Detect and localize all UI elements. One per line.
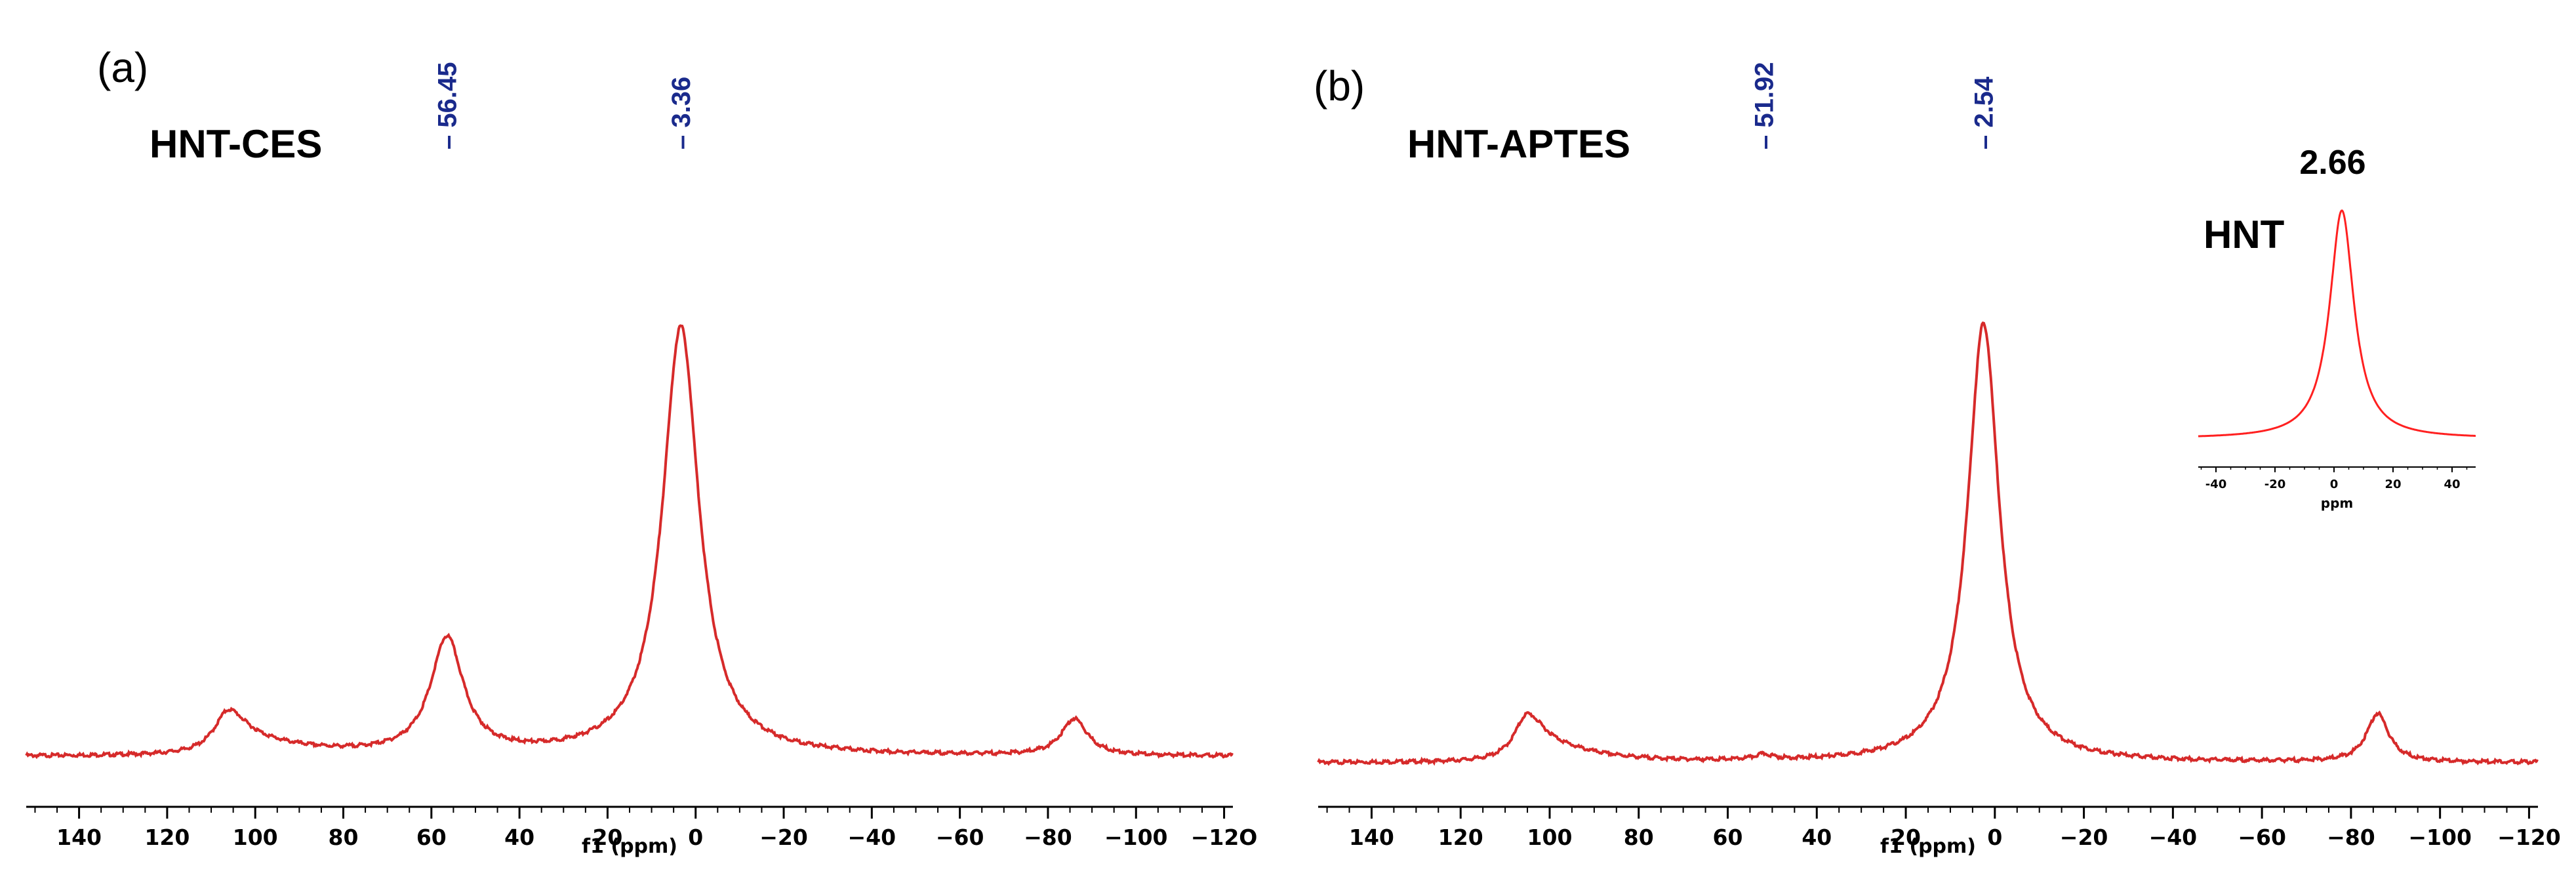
x-tick-label: −120 (2497, 825, 2561, 850)
x-tick-label: −40 (2149, 825, 2198, 850)
x-tick-label: 100 (233, 825, 278, 850)
x-tick-label: 40 (504, 825, 534, 850)
inset-spectrum-line (2198, 209, 2476, 438)
x-tick-label: −100 (2408, 825, 2472, 850)
panel-b-x-ticks: 140 120 100 80 60 40 20 0 −20 −40 −60 −80 −100 −120 (1326, 807, 2561, 850)
x-tick-label: 100 (1527, 825, 1573, 850)
panel-a-x-axis-title: f1 (ppm) (582, 835, 677, 858)
x-tick-label: −60 (2238, 825, 2286, 850)
panel-a-letter: (a) (97, 44, 148, 91)
inset-tick-label: -40 (2205, 478, 2227, 491)
x-tick-label: 60 (416, 825, 447, 850)
x-tick-label: 40 (1801, 825, 1832, 850)
peak-label: – 56.45 (433, 62, 462, 150)
panel-a-sample-name: HNT-CES (150, 122, 322, 166)
peak-label: – 51.92 (1750, 62, 1779, 150)
inset-tick-label: 40 (2444, 478, 2460, 491)
hnt-inset: 2.66 HNT -40 -20 0 20 40 ppm (2198, 144, 2476, 511)
x-tick-label: −80 (1024, 825, 1072, 850)
x-tick-label: 0 (688, 825, 703, 850)
panel-b-letter: (b) (1314, 62, 1365, 110)
peak-label-text: – 51.92 (1750, 62, 1779, 150)
x-tick-label: −12O (1191, 825, 1258, 850)
panel-a: (a) HNT-CES – 56.45 – 3.36 140 120 100 80 60 4… (25, 44, 1258, 858)
inset-tick-label: 0 (2330, 478, 2339, 491)
peak-label-text: – 56.45 (433, 62, 462, 150)
panel-b-peak-labels: – 51.92 – 2.54 (1750, 62, 1998, 150)
x-tick-label: 20 (592, 825, 622, 850)
inset-tick-label: -20 (2264, 478, 2286, 491)
inset-tick-label: 20 (2385, 478, 2401, 491)
panel-b-sample-name: HNT-APTES (1407, 122, 1630, 166)
x-tick-label: 140 (56, 825, 102, 850)
x-tick-label: −60 (936, 825, 984, 850)
panel-a-x-ticks: 140 120 100 80 60 40 20 0 −20 −40 −60 −80 −100 −12O (34, 807, 1258, 850)
x-tick-label: 120 (144, 825, 190, 850)
x-tick-label: 0 (1987, 825, 2002, 850)
peak-label: – 2.54 (1970, 76, 1999, 150)
x-tick-label: 120 (1438, 825, 1483, 850)
peak-label: – 3.36 (667, 77, 696, 150)
x-tick-label: 80 (329, 825, 359, 850)
inset-sample-name: HNT (2204, 213, 2284, 256)
x-tick-label: 20 (1891, 825, 1921, 850)
panel-b-x-axis-title: f1 (ppm) (1880, 835, 1976, 858)
x-tick-label: −80 (2327, 825, 2375, 850)
panel-a-spectrum-line (25, 324, 1234, 760)
x-tick-label: −40 (848, 825, 896, 850)
x-tick-label: −20 (2060, 825, 2108, 850)
x-tick-label: −20 (759, 825, 808, 850)
panel-a-peak-labels: – 56.45 – 3.36 (433, 62, 696, 150)
x-tick-label: 140 (1349, 825, 1394, 850)
x-tick-label: −100 (1104, 825, 1168, 850)
inset-x-ticks: -40 -20 0 20 40 (2200, 467, 2468, 491)
inset-peak-label: 2.66 (2299, 144, 2365, 182)
inset-x-axis-title: ppm (2321, 495, 2353, 511)
peak-label-text: – 2.54 (1970, 76, 1999, 150)
x-tick-label: 80 (1624, 825, 1654, 850)
x-tick-label: 60 (1713, 825, 1743, 850)
peak-label-text: – 3.36 (667, 77, 696, 150)
panel-b-spectrum-line (1317, 321, 2539, 766)
panel-b: (b) HNT-APTES – 51.92 – 2.54 140 120 100 80 6… (1314, 62, 2561, 858)
